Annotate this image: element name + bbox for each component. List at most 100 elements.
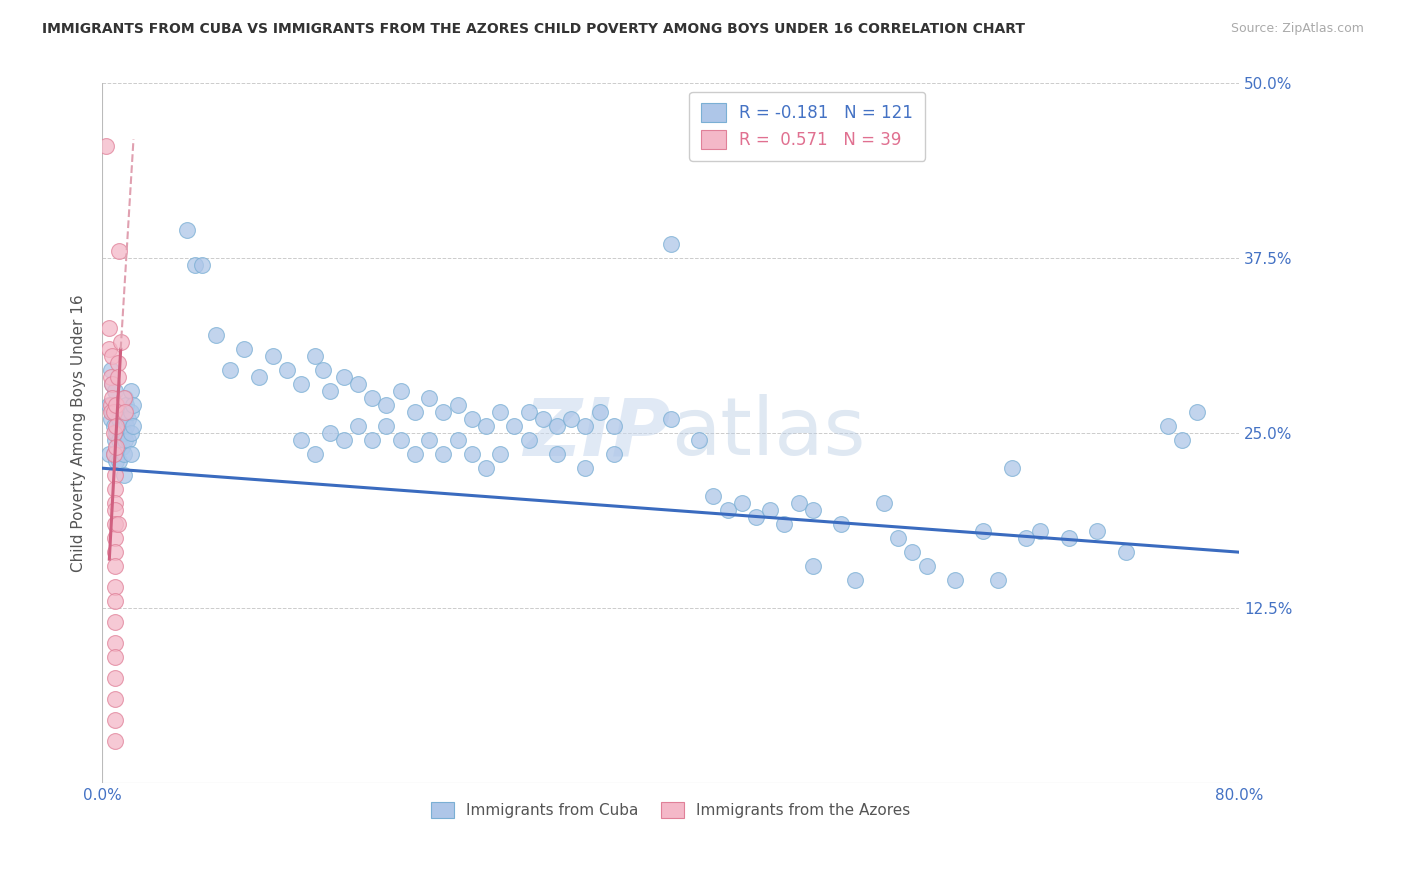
Point: [1185, 405, 1208, 419]
Point: [304, 349, 326, 363]
Point: [101, 349, 124, 363]
Point: [107, 356, 129, 370]
Point: [830, 517, 852, 532]
Point: [1001, 461, 1024, 475]
Point: [603, 419, 626, 434]
Point: [98, 398, 121, 412]
Point: [787, 496, 810, 510]
Point: [104, 517, 127, 532]
Point: [546, 419, 568, 434]
Point: [773, 517, 796, 532]
Point: [1157, 419, 1180, 434]
Point: [104, 503, 127, 517]
Point: [446, 398, 468, 412]
Point: [347, 419, 370, 434]
Point: [873, 496, 896, 510]
Point: [574, 419, 596, 434]
Point: [1115, 545, 1137, 559]
Point: [112, 468, 135, 483]
Point: [304, 447, 326, 461]
Point: [262, 349, 284, 363]
Text: ZIP: ZIP: [523, 394, 671, 472]
Point: [418, 434, 440, 448]
Point: [731, 496, 754, 510]
Point: [104, 559, 127, 574]
Point: [105, 454, 128, 468]
Point: [219, 363, 242, 377]
Point: [432, 447, 454, 461]
Point: [103, 405, 125, 419]
Point: [318, 426, 340, 441]
Point: [205, 328, 228, 343]
Point: [943, 573, 966, 587]
Point: [101, 377, 124, 392]
Point: [114, 391, 136, 405]
Point: [716, 503, 738, 517]
Point: [389, 384, 412, 399]
Point: [318, 384, 340, 399]
Point: [972, 524, 994, 538]
Point: [801, 503, 824, 517]
Point: [104, 615, 127, 629]
Point: [111, 440, 134, 454]
Point: [659, 237, 682, 252]
Point: [603, 447, 626, 461]
Point: [461, 447, 484, 461]
Point: [112, 405, 135, 419]
Point: [176, 223, 198, 237]
Point: [1015, 531, 1038, 545]
Point: [104, 434, 127, 448]
Text: atlas: atlas: [671, 394, 865, 472]
Point: [100, 412, 122, 426]
Point: [404, 447, 426, 461]
Point: [574, 461, 596, 475]
Point: [104, 496, 127, 510]
Point: [333, 434, 356, 448]
Point: [117, 412, 139, 426]
Point: [659, 412, 682, 426]
Point: [759, 503, 782, 517]
Point: [104, 580, 127, 594]
Point: [96, 139, 118, 153]
Point: [114, 412, 136, 426]
Point: [122, 419, 145, 434]
Point: [461, 412, 484, 426]
Point: [120, 384, 142, 399]
Text: IMMIGRANTS FROM CUBA VS IMMIGRANTS FROM THE AZORES CHILD POVERTY AMONG BOYS UNDE: IMMIGRANTS FROM CUBA VS IMMIGRANTS FROM …: [42, 22, 1025, 37]
Point: [120, 447, 142, 461]
Point: [110, 335, 132, 350]
Point: [122, 398, 145, 412]
Y-axis label: Child Poverty Among Boys Under 16: Child Poverty Among Boys Under 16: [72, 294, 86, 572]
Point: [333, 370, 356, 384]
Point: [108, 244, 131, 259]
Point: [101, 405, 124, 419]
Point: [103, 447, 125, 461]
Point: [183, 258, 205, 272]
Point: [104, 650, 127, 665]
Point: [290, 434, 312, 448]
Point: [347, 377, 370, 392]
Point: [290, 377, 312, 392]
Point: [105, 426, 128, 441]
Point: [104, 531, 127, 545]
Point: [1085, 524, 1108, 538]
Point: [104, 692, 127, 706]
Point: [233, 343, 256, 357]
Point: [247, 370, 270, 384]
Point: [100, 398, 122, 412]
Point: [114, 405, 136, 419]
Point: [112, 391, 135, 405]
Point: [101, 391, 124, 405]
Point: [688, 434, 710, 448]
Point: [112, 447, 135, 461]
Point: [120, 405, 142, 419]
Point: [844, 573, 866, 587]
Point: [361, 434, 384, 448]
Point: [104, 734, 127, 748]
Point: [104, 636, 127, 650]
Point: [111, 419, 134, 434]
Point: [901, 545, 924, 559]
Text: Source: ZipAtlas.com: Source: ZipAtlas.com: [1230, 22, 1364, 36]
Point: [375, 419, 398, 434]
Point: [1029, 524, 1052, 538]
